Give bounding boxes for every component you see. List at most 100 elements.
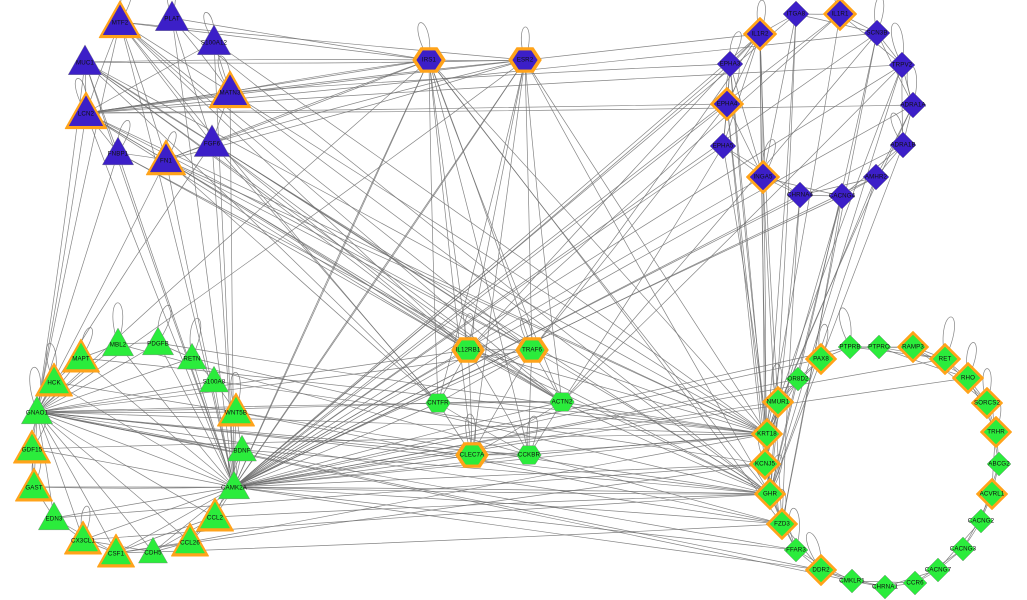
network-edge [942, 316, 955, 360]
network-node[interactable] [955, 365, 981, 391]
network-node[interactable] [196, 24, 232, 55]
network-node[interactable] [888, 51, 916, 79]
network-node[interactable] [932, 346, 958, 372]
network-node[interactable] [839, 568, 865, 594]
network-node[interactable] [221, 396, 251, 424]
network-edge [36, 411, 783, 525]
network-node[interactable] [808, 557, 834, 583]
network-node[interactable] [983, 419, 1009, 445]
network-node[interactable] [757, 481, 783, 507]
network-node[interactable] [900, 334, 926, 360]
network-edge [36, 349, 469, 413]
network-node[interactable] [785, 366, 811, 392]
network-node[interactable] [519, 340, 545, 360]
network-node[interactable] [872, 574, 898, 600]
network-edge [213, 41, 768, 435]
network-node[interactable] [17, 433, 47, 461]
network-node[interactable] [986, 451, 1012, 477]
network-edge [36, 411, 771, 495]
network-node[interactable] [19, 471, 49, 499]
network-node[interactable] [154, 0, 190, 31]
network-node[interactable] [218, 470, 250, 500]
network-node[interactable] [716, 50, 744, 78]
network-edge [766, 13, 797, 435]
network-edge [211, 59, 526, 144]
network-node[interactable] [746, 20, 774, 48]
network-node[interactable] [39, 366, 69, 394]
network-node[interactable] [899, 91, 927, 119]
network-node[interactable] [101, 537, 131, 565]
network-node[interactable] [102, 136, 134, 166]
network-node[interactable] [713, 90, 741, 118]
network-node[interactable] [21, 395, 53, 425]
network-node[interactable] [979, 481, 1005, 507]
network-node[interactable] [709, 132, 737, 160]
network-edge [165, 159, 439, 404]
network-edge [230, 371, 241, 413]
network-edge [233, 486, 771, 495]
network-node[interactable] [516, 445, 542, 465]
network-edge [211, 142, 469, 351]
network-node[interactable] [749, 163, 777, 191]
network-node[interactable] [175, 526, 205, 554]
network-node[interactable] [828, 182, 856, 210]
network-node[interactable] [950, 536, 976, 562]
network-node[interactable] [902, 570, 928, 596]
network-edge [53, 486, 235, 519]
network-node[interactable] [866, 334, 892, 360]
network-node[interactable] [68, 524, 98, 552]
network-node[interactable] [863, 19, 891, 47]
network-node[interactable] [752, 451, 778, 477]
network-node[interactable] [925, 557, 951, 583]
network-node[interactable] [459, 445, 485, 465]
network-edge [119, 21, 439, 404]
network-edge [233, 59, 430, 488]
network-edge [82, 486, 235, 541]
network-edge [85, 112, 533, 351]
network-node[interactable] [68, 95, 104, 126]
network-node[interactable] [862, 163, 890, 191]
network-edge [84, 61, 768, 435]
network-node[interactable] [549, 392, 575, 412]
network-node[interactable] [142, 326, 174, 356]
network-edge [233, 59, 526, 488]
network-edge [233, 401, 779, 488]
network-node[interactable] [974, 390, 1000, 416]
network-node[interactable] [782, 0, 810, 28]
network-node[interactable] [38, 501, 70, 531]
network-node[interactable] [425, 393, 451, 413]
network-node[interactable] [455, 340, 481, 360]
network-node[interactable] [67, 44, 103, 75]
network-node[interactable] [416, 50, 442, 70]
network-node[interactable] [199, 365, 229, 393]
network-node[interactable] [177, 342, 207, 370]
network-edge [85, 112, 469, 351]
network-edge [31, 448, 235, 488]
network-node[interactable] [754, 421, 780, 447]
network-node[interactable] [889, 131, 917, 159]
network-node[interactable] [837, 334, 863, 360]
network-node[interactable] [150, 143, 182, 173]
network-node[interactable] [769, 511, 795, 537]
network-node[interactable] [783, 537, 809, 563]
network-edge [165, 159, 533, 351]
network-node[interactable] [808, 346, 834, 372]
network-edge [233, 64, 903, 488]
network-node[interactable] [102, 4, 138, 35]
network-node[interactable] [826, 0, 854, 28]
network-node[interactable] [968, 508, 994, 534]
network-node[interactable] [66, 342, 96, 370]
network-node[interactable] [193, 124, 231, 157]
network-node[interactable] [786, 181, 814, 209]
network-node[interactable] [102, 327, 134, 357]
network-node[interactable] [765, 389, 791, 415]
network-node[interactable] [512, 50, 538, 70]
network-node[interactable] [227, 434, 257, 462]
network-edge [80, 357, 235, 488]
network-node[interactable] [212, 74, 248, 105]
network-edge [781, 32, 878, 525]
network-node[interactable] [138, 536, 168, 564]
network-node[interactable] [200, 501, 230, 529]
